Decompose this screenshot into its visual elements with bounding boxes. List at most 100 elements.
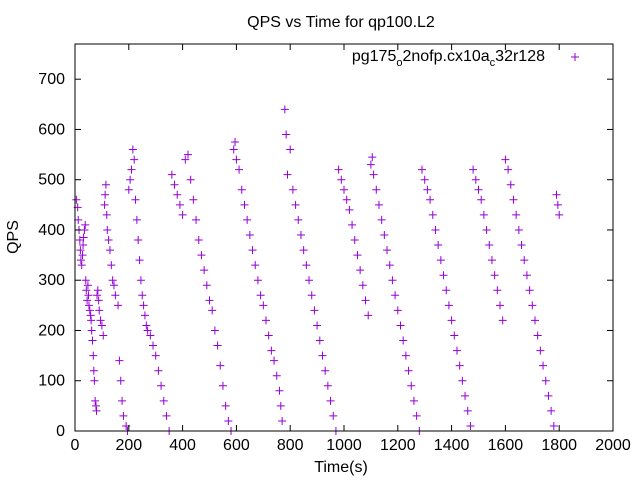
data-point — [479, 210, 488, 219]
data-point — [135, 256, 144, 265]
data-point — [175, 200, 184, 209]
data-point — [91, 401, 100, 410]
data-point — [96, 316, 105, 325]
data-point — [525, 286, 534, 295]
y-tick-label: 0 — [56, 423, 65, 440]
data-point — [178, 210, 187, 219]
x-tick-label: 400 — [169, 437, 196, 454]
data-point — [208, 306, 217, 315]
data-point — [82, 286, 91, 295]
data-point — [101, 190, 110, 199]
data-point — [434, 241, 443, 250]
data-point — [528, 301, 537, 310]
data-point — [276, 401, 285, 410]
data-point — [108, 276, 117, 285]
data-point — [296, 230, 305, 239]
plot-border — [74, 43, 614, 432]
data-point — [299, 246, 308, 255]
y-tick-label: 700 — [38, 71, 65, 88]
data-point — [490, 271, 499, 280]
data-point — [89, 366, 98, 375]
data-point — [509, 195, 518, 204]
data-point — [305, 276, 314, 285]
data-point — [428, 210, 437, 219]
data-point — [294, 215, 303, 224]
data-point — [232, 155, 241, 164]
legend-label-part-a: pg175 — [352, 48, 397, 65]
y-tick-label: 200 — [38, 322, 65, 339]
data-point — [407, 381, 416, 390]
data-point — [130, 155, 139, 164]
data-point — [374, 200, 383, 209]
data-point — [439, 271, 448, 280]
data-point — [134, 236, 143, 245]
data-point — [189, 195, 198, 204]
data-point — [72, 195, 81, 204]
data-point — [115, 356, 124, 365]
data-point — [358, 281, 367, 290]
data-point — [107, 261, 116, 270]
data-point — [541, 376, 550, 385]
legend-marker — [571, 53, 579, 61]
data-point — [474, 185, 483, 194]
data-point — [501, 155, 510, 164]
data-point — [100, 200, 109, 209]
data-point — [267, 346, 276, 355]
data-point — [364, 311, 373, 320]
data-point — [93, 286, 102, 295]
data-point — [353, 251, 362, 260]
data-point — [90, 376, 99, 385]
data-point — [482, 225, 491, 234]
data-point — [366, 160, 375, 169]
data-point — [536, 346, 545, 355]
y-tick-label: 300 — [38, 272, 65, 289]
data-point — [81, 276, 90, 285]
data-point — [334, 165, 343, 174]
data-point — [496, 301, 505, 310]
data-point — [498, 316, 507, 325]
data-point — [256, 291, 265, 300]
data-point — [210, 326, 219, 335]
data-point — [477, 195, 486, 204]
data-point — [110, 281, 119, 290]
data-point — [310, 306, 319, 315]
data-point — [420, 175, 429, 184]
data-point — [200, 266, 209, 275]
data-point — [517, 241, 526, 250]
data-point — [95, 306, 104, 315]
y-axis-label: QPS — [5, 220, 22, 254]
data-point — [549, 421, 558, 430]
data-point — [114, 301, 123, 310]
data-point — [318, 351, 327, 360]
data-point — [221, 401, 230, 410]
data-point — [118, 396, 127, 405]
y-tick-label: 400 — [38, 222, 65, 239]
x-tick-label: 600 — [223, 437, 250, 454]
data-point — [533, 331, 542, 340]
data-point — [119, 411, 128, 420]
data-point — [272, 371, 281, 380]
data-point — [396, 321, 405, 330]
data-point — [159, 396, 168, 405]
data-point — [369, 170, 378, 179]
data-point — [83, 281, 92, 290]
data-point — [87, 316, 96, 325]
data-point — [136, 276, 145, 285]
data-point — [79, 241, 88, 250]
data-point — [340, 185, 348, 194]
chart-title: QPS vs Time for qp100.L2 — [247, 14, 435, 31]
data-point — [173, 190, 182, 199]
data-point — [126, 175, 135, 184]
data-point — [283, 170, 292, 179]
legend-label-part-c: 2nofp.cx10a — [402, 48, 489, 65]
data-point — [337, 175, 346, 184]
data-point — [288, 185, 297, 194]
data-point — [92, 406, 101, 415]
data-point — [78, 251, 87, 260]
data-point — [383, 246, 392, 255]
data-point — [307, 291, 316, 300]
data-point — [512, 210, 521, 219]
data-point — [229, 145, 238, 154]
data-point — [261, 316, 270, 325]
x-tick-label: 800 — [277, 437, 304, 454]
